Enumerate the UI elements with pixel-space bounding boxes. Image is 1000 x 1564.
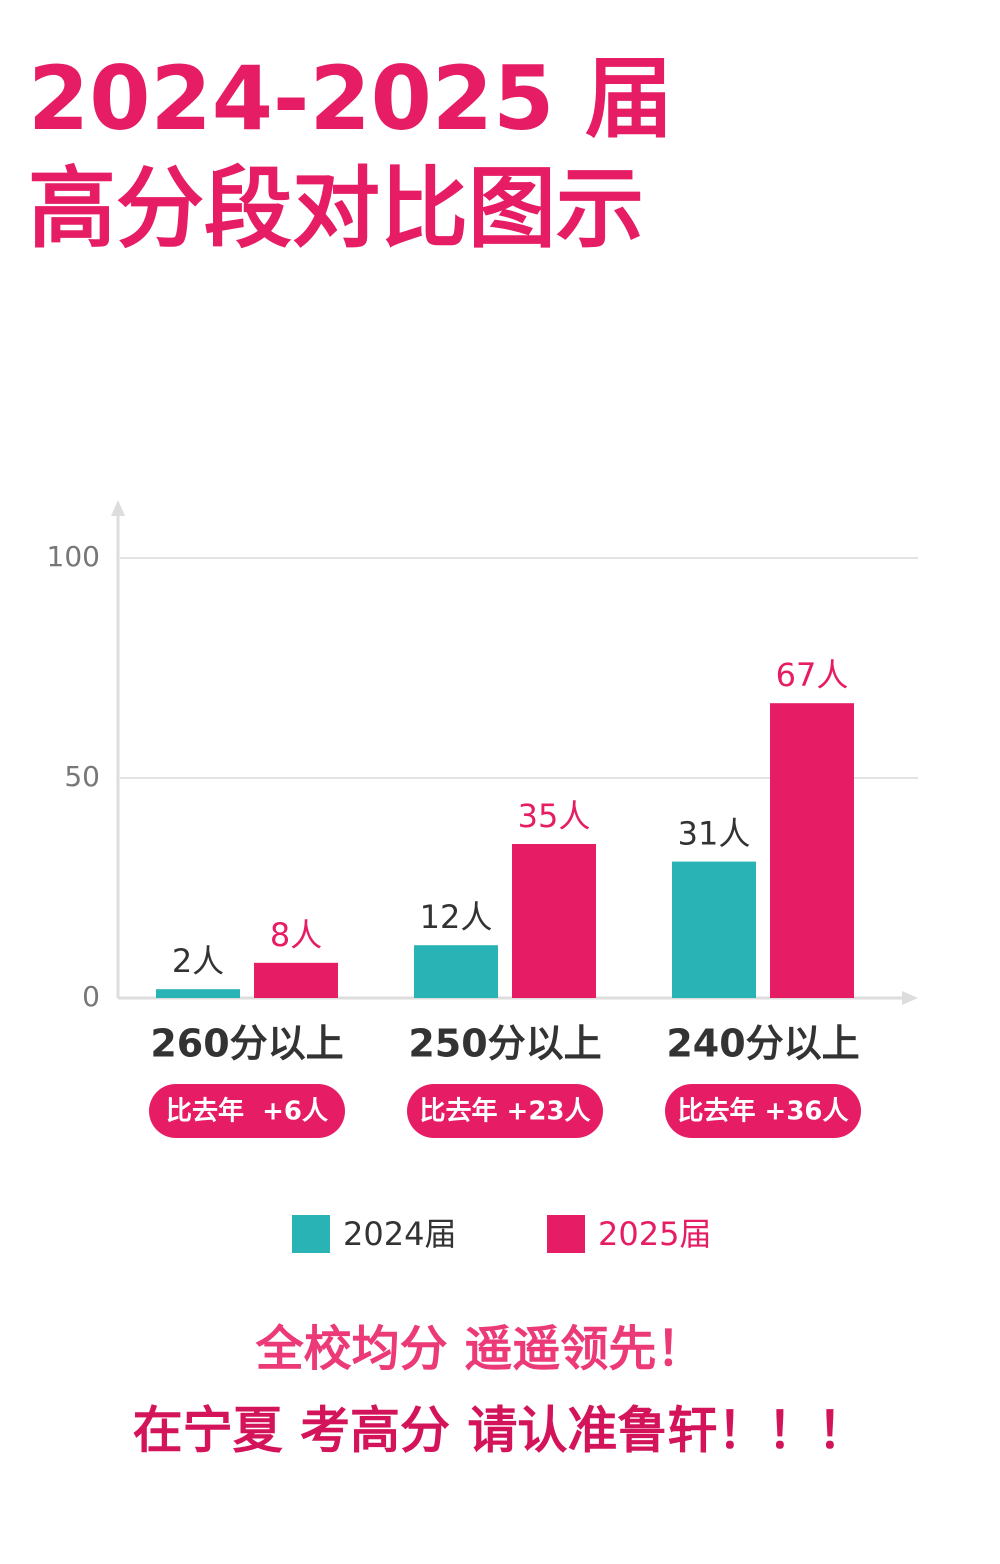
value-label: 31人 [678, 815, 751, 853]
x-tick-label: 240分以上 [666, 1022, 859, 1066]
badge-bg [665, 1084, 861, 1138]
legend-label: 2025届 [598, 1215, 711, 1253]
value-label: 35人 [518, 797, 591, 835]
x-tick-label: 250分以上 [408, 1022, 601, 1066]
x-tick-label: 260分以上 [150, 1022, 343, 1066]
value-label: 12人 [420, 898, 493, 936]
value-label: 2人 [172, 942, 224, 980]
x-axis-arrow [902, 991, 918, 1005]
badge-bg [149, 1084, 345, 1138]
title-line: 2024-2025 届 [28, 47, 673, 150]
bar [254, 962, 338, 998]
y-tick-label: 50 [64, 760, 100, 793]
value-label: 67人 [776, 656, 849, 694]
bar [414, 945, 498, 998]
value-label: 8人 [270, 916, 322, 954]
footer-line: 全校均分 遥遥领先！ [255, 1321, 705, 1377]
footer-line: 在宁夏 考高分 请认准鲁轩！！！ [133, 1402, 868, 1460]
badge-bg [407, 1084, 603, 1138]
bar [156, 989, 240, 998]
bar [770, 703, 854, 998]
legend-swatch [547, 1215, 585, 1253]
badge-label: 比去年 +23人 [419, 1096, 590, 1127]
title-line: 高分段对比图示 [28, 157, 644, 260]
y-tick-label: 100 [47, 540, 100, 573]
legend-swatch [292, 1215, 330, 1253]
badge-label: 比去年 +6人 [166, 1096, 328, 1127]
y-axis-arrow [111, 500, 125, 516]
bar [672, 861, 756, 998]
legend-label: 2024届 [343, 1215, 456, 1253]
y-tick-label: 0 [82, 980, 100, 1013]
bar [512, 844, 596, 998]
badge-label: 比去年 +36人 [677, 1096, 848, 1127]
